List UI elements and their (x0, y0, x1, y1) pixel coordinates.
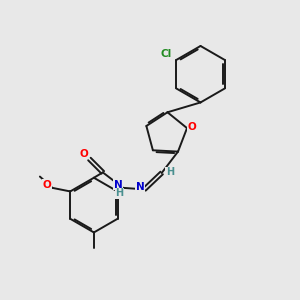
Text: N: N (114, 180, 123, 190)
Text: H: H (166, 167, 174, 177)
Text: O: O (188, 122, 197, 132)
Text: O: O (80, 149, 88, 159)
Text: H: H (116, 188, 124, 198)
Text: N: N (136, 182, 145, 192)
Text: Cl: Cl (160, 49, 171, 59)
Text: O: O (43, 180, 51, 190)
